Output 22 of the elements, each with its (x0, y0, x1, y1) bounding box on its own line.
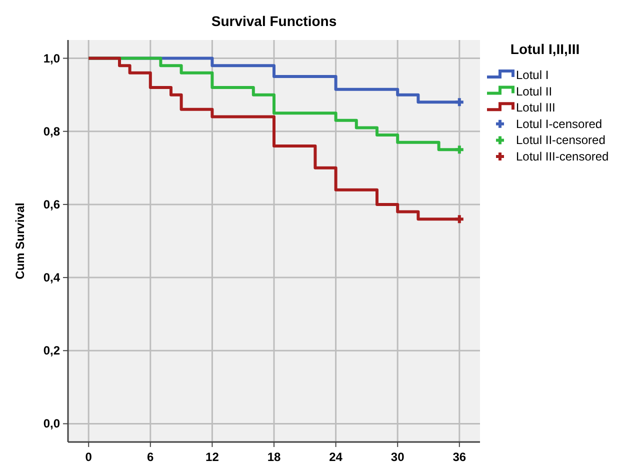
chart-title: Survival Functions (211, 13, 337, 29)
x-tick-label: 6 (147, 450, 154, 464)
x-tick-label: 30 (390, 450, 405, 464)
x-tick-label: 12 (206, 450, 220, 464)
y-tick-label: 0,0 (43, 416, 60, 431)
legend-label: Lotul II (516, 84, 552, 98)
y-axis-title: Cum Survival (13, 202, 27, 280)
x-tick-label: 24 (329, 450, 343, 464)
y-tick-label: 1,0 (43, 51, 60, 66)
x-tick-label: 18 (267, 450, 281, 464)
y-tick-label: 0,4 (43, 270, 60, 285)
x-tick-label: 36 (452, 450, 466, 464)
legend-label: Lotul III-censored (516, 150, 609, 164)
y-tick-label: 0,6 (43, 197, 60, 212)
legend-label: Lotul II-censored (516, 133, 606, 148)
legend-label: Lotul I (516, 68, 549, 82)
legend-label: Lotul I-censored (516, 116, 602, 131)
x-tick-label: 0 (85, 450, 92, 464)
y-tick-label: 0,2 (43, 344, 60, 358)
y-tick-label: 0,8 (43, 124, 60, 138)
legend-label: Lotul III (516, 100, 556, 115)
legend-title: Lotul I,II,III (510, 41, 580, 57)
